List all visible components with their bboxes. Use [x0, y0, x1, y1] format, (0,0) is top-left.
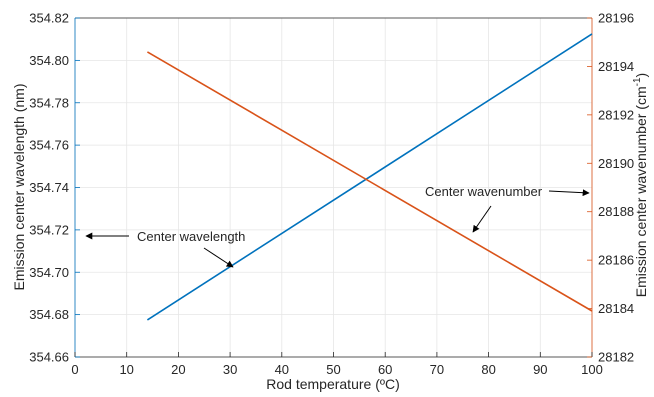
y-right-axis-title-close: )	[633, 73, 649, 78]
x-tick-label: 30	[223, 362, 237, 377]
y-left-ticks: 354.66 354.68 354.70 354.72 354.74 354.76 354.…	[29, 11, 80, 365]
y-left-tick-label: 354.68	[29, 307, 69, 322]
x-ticks: 0 10 20 30 40 50 60 70 80 90 100	[71, 352, 603, 377]
series-line-center-wavelength	[146, 33, 593, 321]
y-right-tick-label: 28184	[598, 301, 634, 316]
y-right-tick-label: 28182	[598, 350, 634, 365]
y-left-tick-label: 354.80	[29, 53, 69, 68]
y-left-tick-label: 354.66	[29, 350, 69, 365]
y-right-tick-label: 28188	[598, 204, 634, 219]
x-tick-label: 100	[581, 362, 603, 377]
y-right-axis-title: Emission center wavenumber (cm-1)	[632, 73, 649, 297]
y-left-tick-label: 354.72	[29, 222, 69, 237]
y-left-tick-label: 354.82	[29, 11, 69, 26]
y-right-tick-label: 28192	[598, 107, 634, 122]
x-tick-label: 80	[481, 362, 495, 377]
x-tick-label: 90	[533, 362, 547, 377]
y-right-ticks: 28182 28184 28186 28188 28190 28192 28194 28196	[587, 11, 634, 365]
x-tick-label: 0	[71, 362, 78, 377]
y-left-tick-label: 354.76	[29, 138, 69, 153]
y-right-axis-title-main: Emission center wavenumber (cm	[633, 86, 649, 297]
y-left-tick-label: 354.74	[29, 180, 69, 195]
y-left-axis-title: Emission center wavelength (nm)	[11, 84, 27, 291]
x-tick-label: 20	[171, 362, 185, 377]
y-right-tick-label: 28186	[598, 253, 634, 268]
y-right-tick-label: 28194	[598, 59, 634, 74]
y-left-tick-label: 354.78	[29, 95, 69, 110]
x-axis-title: Rod temperature (ºC)	[266, 376, 400, 392]
annotation-center-wavenumber: Center wavenumber	[425, 184, 543, 199]
annotation-arrow-wavelength-to-line	[203, 247, 234, 268]
series-group	[146, 33, 593, 321]
annotation-arrow-wavenumber-to-line	[472, 205, 492, 233]
x-tick-label: 40	[275, 362, 289, 377]
x-tick-label: 60	[378, 362, 392, 377]
x-tick-label: 50	[326, 362, 340, 377]
x-tick-label: 10	[119, 362, 133, 377]
y-right-axis-title-sup: -1	[632, 77, 643, 86]
y-right-tick-label: 28196	[598, 11, 634, 26]
annotation-arrow-wavenumber-to-axis	[548, 189, 590, 197]
annotation-center-wavelength: Center wavelength	[137, 229, 245, 244]
x-tick-label: 70	[430, 362, 444, 377]
y-left-tick-label: 354.70	[29, 265, 69, 280]
y-right-tick-label: 28190	[598, 156, 634, 171]
series-line-center-wavenumber	[146, 51, 593, 312]
